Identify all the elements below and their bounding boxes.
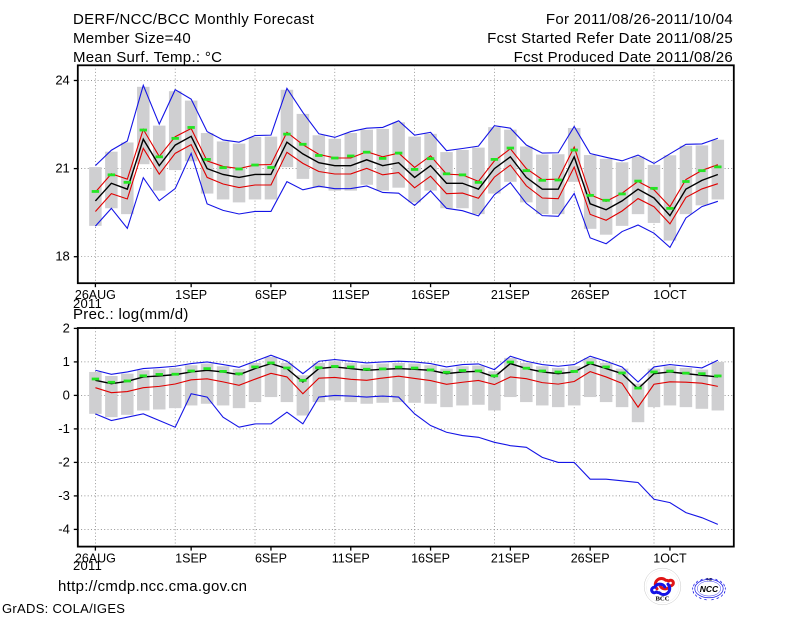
svg-text:1SEP: 1SEP xyxy=(175,552,207,566)
svg-text:1OCT: 1OCT xyxy=(653,552,687,566)
svg-text:26SEP: 26SEP xyxy=(571,552,610,566)
svg-text:1: 1 xyxy=(63,354,70,369)
svg-text:BCC: BCC xyxy=(656,596,670,603)
svg-text:21SEP: 21SEP xyxy=(491,552,530,566)
svg-text:11SEP: 11SEP xyxy=(332,552,370,566)
svg-text:-4: -4 xyxy=(58,521,70,536)
svg-text:2: 2 xyxy=(63,320,70,335)
svg-text:中国: 中国 xyxy=(706,577,712,581)
svg-text:NCC: NCC xyxy=(700,584,719,594)
svg-text:-1: -1 xyxy=(58,421,70,436)
svg-text:6SEP: 6SEP xyxy=(255,552,287,566)
svg-text:16SEP: 16SEP xyxy=(411,552,450,566)
svg-text:0: 0 xyxy=(63,387,70,402)
svg-text:-3: -3 xyxy=(58,488,70,503)
svg-text:-2: -2 xyxy=(58,454,70,469)
